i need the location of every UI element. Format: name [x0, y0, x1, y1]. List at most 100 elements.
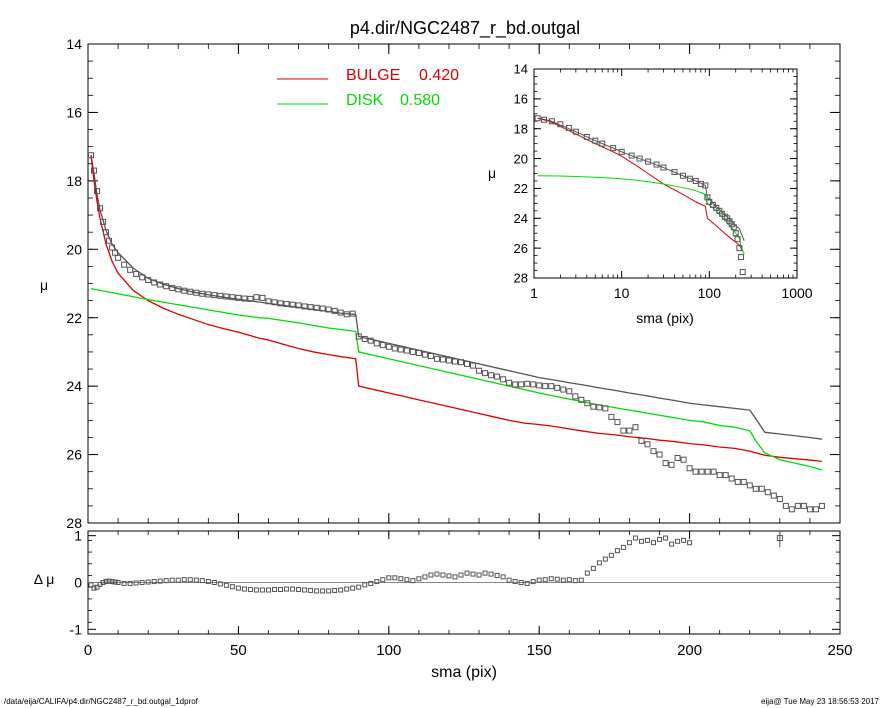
inset-data-point	[738, 254, 745, 261]
main-data-point	[752, 485, 759, 492]
residual-residual-point	[253, 587, 259, 593]
main-data-point	[806, 506, 813, 513]
residual-residual-point	[100, 580, 106, 585]
residual-residual-point	[530, 579, 536, 585]
inset-data-point	[734, 236, 741, 243]
main-data-point	[518, 381, 525, 388]
residual-residual-point	[199, 578, 205, 584]
inset-data-point	[592, 137, 599, 144]
main-data-point	[632, 424, 639, 431]
main-data-point	[704, 468, 711, 475]
inset-data-point	[572, 128, 579, 135]
residual-residual-point	[235, 585, 241, 591]
inset-plot-panel: 14 16 18 20 22 24 26 281 10 100 1000 sma (pix) μ	[488, 62, 813, 326]
residual-residual-point	[223, 582, 229, 588]
main-data-point	[488, 372, 495, 379]
inset-background	[534, 69, 797, 278]
main-data-point	[626, 427, 633, 434]
residual-residual-point	[326, 588, 332, 594]
residual-residual-point	[548, 576, 554, 582]
inset-data-point	[618, 148, 625, 155]
main-data-point	[818, 502, 825, 509]
main-data-point	[397, 346, 404, 353]
main-data-point	[409, 348, 416, 355]
inset-data-point	[557, 121, 564, 128]
inset-data-point	[739, 269, 746, 276]
main-data-point	[758, 485, 765, 492]
main-data-point	[596, 404, 603, 411]
inset-plot-area	[534, 115, 746, 276]
residual-residual-point	[127, 580, 133, 586]
residual-residual-point	[302, 587, 308, 593]
main-data-point	[590, 403, 597, 410]
main-data-point	[650, 448, 657, 455]
main-data-point	[415, 349, 422, 356]
residual-residual-point	[247, 587, 253, 593]
main-data-point	[698, 468, 705, 475]
residual-residual-point	[94, 584, 100, 590]
residual-residual-point	[458, 572, 464, 578]
main-data-point	[764, 489, 771, 496]
main-data-point	[139, 274, 146, 281]
residual-residual-point	[404, 577, 410, 583]
residual-residual-point	[681, 537, 687, 543]
main-data-point	[668, 461, 675, 468]
main-data-point	[457, 359, 464, 366]
main-data-point	[728, 475, 735, 482]
residual-residual-point	[416, 576, 422, 582]
residual-residual-point	[452, 574, 458, 580]
inset-y-tick-label: 16	[514, 92, 528, 107]
inset-data-point	[565, 124, 572, 131]
inset-x-axis-label: sma (pix)	[636, 310, 694, 326]
main-data-point	[97, 205, 104, 212]
main-data-point	[349, 310, 356, 317]
residual-residual-point	[578, 577, 584, 583]
main-data-point	[241, 295, 248, 302]
main-disk-line	[90, 287, 823, 471]
residual-residual-point	[584, 570, 590, 576]
residual-residual-point	[181, 577, 187, 583]
residual-residual-point	[187, 577, 193, 583]
residual-residual-point	[554, 576, 560, 582]
main-data-point	[500, 376, 507, 383]
main-y-tick-label: 24	[66, 378, 82, 394]
residual-residual-point	[193, 577, 199, 583]
main-data-point	[506, 379, 513, 386]
residual-residual-point	[139, 580, 145, 585]
main-data-point	[800, 502, 807, 509]
main-data-point	[722, 472, 729, 479]
main-data-point	[451, 358, 458, 365]
inset-series-group	[534, 115, 746, 276]
main-data-point	[794, 502, 801, 509]
inset-x-tick-label: 1	[530, 285, 538, 301]
residual-residual-point	[332, 587, 338, 593]
main-data-point	[163, 283, 170, 290]
main-data-point	[470, 362, 477, 369]
inset-x-tick-label: 100	[698, 285, 722, 301]
residual-residual-point	[626, 540, 632, 546]
main-data-point	[770, 492, 777, 499]
inset-y-tick-label: 26	[514, 241, 528, 256]
main-data-point	[524, 380, 531, 387]
residual-residual-point	[374, 579, 380, 585]
main-data-point	[229, 294, 236, 301]
legend-bulge-value: 0.420	[419, 67, 459, 84]
legend: BULGE 0.420 DISK 0.580	[277, 67, 459, 109]
main-data-point	[674, 454, 681, 461]
main-data-point	[193, 289, 200, 296]
main-data-point	[445, 357, 452, 364]
main-data-point	[602, 405, 609, 412]
residual-residual-point	[398, 576, 404, 582]
main-data-point	[94, 188, 101, 195]
main-y-tick-label: 16	[66, 104, 82, 120]
residual-residual-point	[482, 570, 488, 576]
inset-data-point	[704, 194, 711, 201]
main-data-point	[331, 307, 338, 314]
residual-residual-point	[518, 580, 524, 585]
residual-series-group	[88, 531, 840, 594]
main-data-point	[560, 386, 567, 393]
main-data-point	[91, 167, 98, 174]
inset-data-point	[610, 145, 617, 152]
chart-title: p4.dir/NGC2487_r_bd.outgal	[350, 18, 580, 39]
main-data-point	[175, 286, 182, 293]
